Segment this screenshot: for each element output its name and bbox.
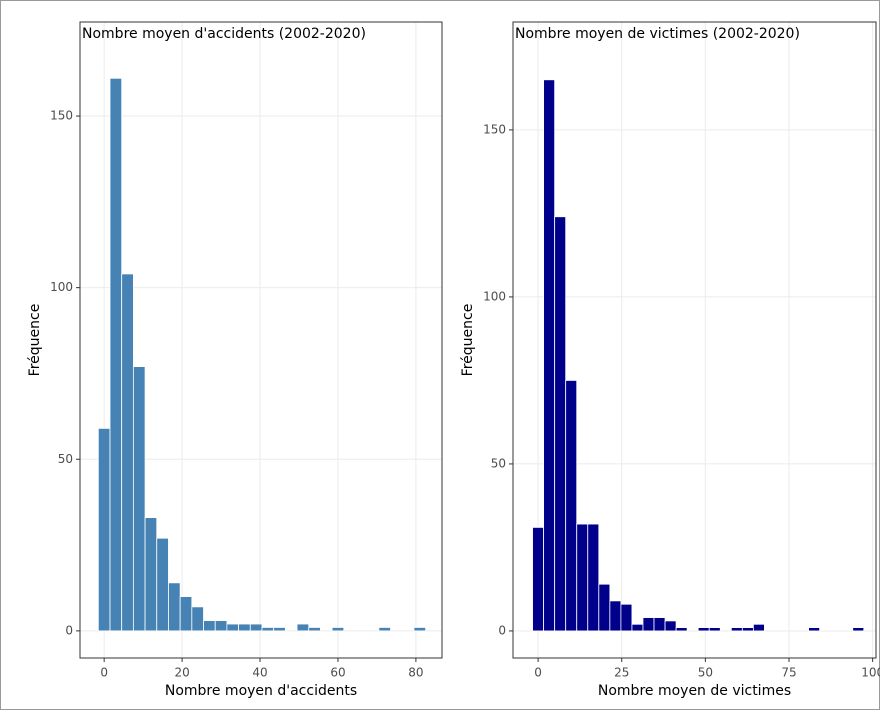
histogram-bar	[261, 627, 275, 632]
x-tick-label: 100	[861, 666, 880, 680]
histogram-bar	[554, 216, 567, 632]
y-tick-label: 0	[65, 623, 73, 637]
y-axis-label: Fréquence	[460, 304, 476, 377]
histogram-bar	[214, 620, 228, 632]
histogram-bar	[653, 617, 666, 632]
histogram-bar	[631, 623, 644, 632]
y-tick-label: 50	[491, 456, 506, 470]
histogram-bar	[609, 600, 622, 632]
histogram-bar	[168, 582, 181, 632]
y-tick-label: 150	[50, 109, 73, 123]
histogram-bar	[565, 380, 578, 632]
histogram-bar	[191, 606, 204, 632]
y-tick-label: 100	[50, 280, 73, 294]
histogram-bar	[97, 427, 111, 632]
x-tick-label: 50	[698, 666, 713, 680]
histogram-bar	[121, 273, 134, 632]
histogram-bar	[413, 627, 427, 632]
x-tick-label: 60	[330, 666, 345, 680]
histogram-bar	[741, 627, 754, 632]
histogram-bar	[675, 627, 688, 632]
histogram-bar	[598, 583, 611, 632]
histogram-bar	[249, 623, 263, 632]
x-tick-label: 0	[534, 666, 542, 680]
histogram-bar	[378, 627, 391, 632]
y-tick-label: 50	[58, 452, 73, 466]
histogram-bar	[308, 627, 321, 632]
y-tick-label: 100	[483, 289, 506, 303]
histogram-bar	[808, 627, 821, 632]
x-tick-label: 20	[174, 666, 189, 680]
y-tick-label: 150	[483, 122, 506, 136]
chart-title: Nombre moyen d'accidents (2002-2020)	[82, 26, 366, 42]
histogram-bar	[156, 537, 169, 632]
histogram-bar	[109, 77, 123, 632]
x-axis-label: Nombre moyen d'accidents	[165, 683, 357, 699]
histogram-bar	[203, 620, 216, 632]
histogram-bar	[708, 627, 721, 632]
histogram-bar	[543, 79, 556, 632]
y-tick-label: 0	[498, 623, 506, 637]
histogram-bar	[752, 623, 765, 632]
x-tick-label: 0	[100, 666, 108, 680]
chart-title: Nombre moyen de victimes (2002-2020)	[515, 26, 800, 42]
x-tick-label: 75	[781, 666, 796, 680]
histogram-bar	[576, 523, 589, 632]
histogram-bar	[587, 523, 600, 632]
y-axis-label: Fréquence	[27, 304, 43, 377]
histogram-bar	[238, 623, 251, 632]
histogram-bar	[273, 627, 286, 632]
x-tick-label: 40	[252, 666, 267, 680]
histogram-bar	[852, 627, 865, 632]
histogram-bar	[179, 596, 193, 632]
histogram-bar	[132, 366, 146, 632]
panel-border	[79, 21, 443, 659]
histogram-bar	[620, 603, 633, 632]
histogram-bar	[331, 627, 345, 632]
x-tick-label: 25	[614, 666, 629, 680]
histogram-bar	[296, 623, 310, 632]
histogram-bar	[664, 620, 677, 632]
histogram-bar	[730, 627, 743, 632]
histogram-bar	[642, 617, 655, 632]
panel-border	[512, 21, 877, 659]
histogram-bar	[144, 517, 158, 632]
x-tick-label: 80	[408, 666, 423, 680]
x-axis-label: Nombre moyen de victimes	[598, 683, 791, 699]
histogram-bar	[532, 526, 545, 632]
histogram-bar	[226, 623, 239, 632]
histogram-bar	[697, 627, 710, 632]
